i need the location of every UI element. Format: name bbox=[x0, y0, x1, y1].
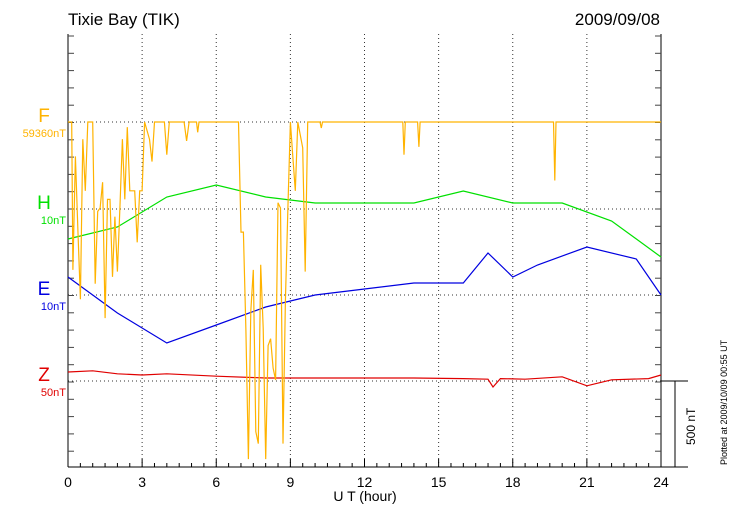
x-tick-label: 6 bbox=[212, 474, 220, 490]
series-scale-Z: 50nT bbox=[40, 387, 66, 399]
x-tick-label: 24 bbox=[653, 474, 669, 490]
series-scale-H: 10nT bbox=[40, 215, 66, 227]
x-tick-label: 9 bbox=[286, 474, 294, 490]
series-scale-F: 59360nT bbox=[22, 128, 66, 140]
series-label-H: H bbox=[37, 193, 51, 214]
date-label: 2009/09/08 bbox=[574, 10, 660, 29]
series-scale-E: 10nT bbox=[40, 301, 66, 313]
trace-H bbox=[67, 184, 662, 258]
scale-bar-label: 500 nT bbox=[684, 407, 698, 445]
trace-F bbox=[68, 121, 661, 460]
series-label-E: E bbox=[37, 279, 51, 300]
x-tick-label: 0 bbox=[64, 474, 72, 490]
series-label-F: F bbox=[38, 106, 50, 127]
x-tick-label: 3 bbox=[138, 474, 146, 490]
x-tick-label: 12 bbox=[357, 474, 373, 490]
x-tick-label: 21 bbox=[579, 474, 595, 490]
trace-Z bbox=[67, 370, 662, 388]
x-tick-label: 18 bbox=[505, 474, 521, 490]
x-tick-label: 15 bbox=[431, 474, 447, 490]
plotted-timestamp: Plotted at 2009/10/09 00:55 UT bbox=[719, 339, 729, 465]
series-label-Z: Z bbox=[38, 365, 50, 386]
trace-E bbox=[67, 246, 662, 344]
x-axis-label: U T (hour) bbox=[333, 488, 397, 504]
station-title: Tixie Bay (TIK) bbox=[68, 10, 180, 29]
